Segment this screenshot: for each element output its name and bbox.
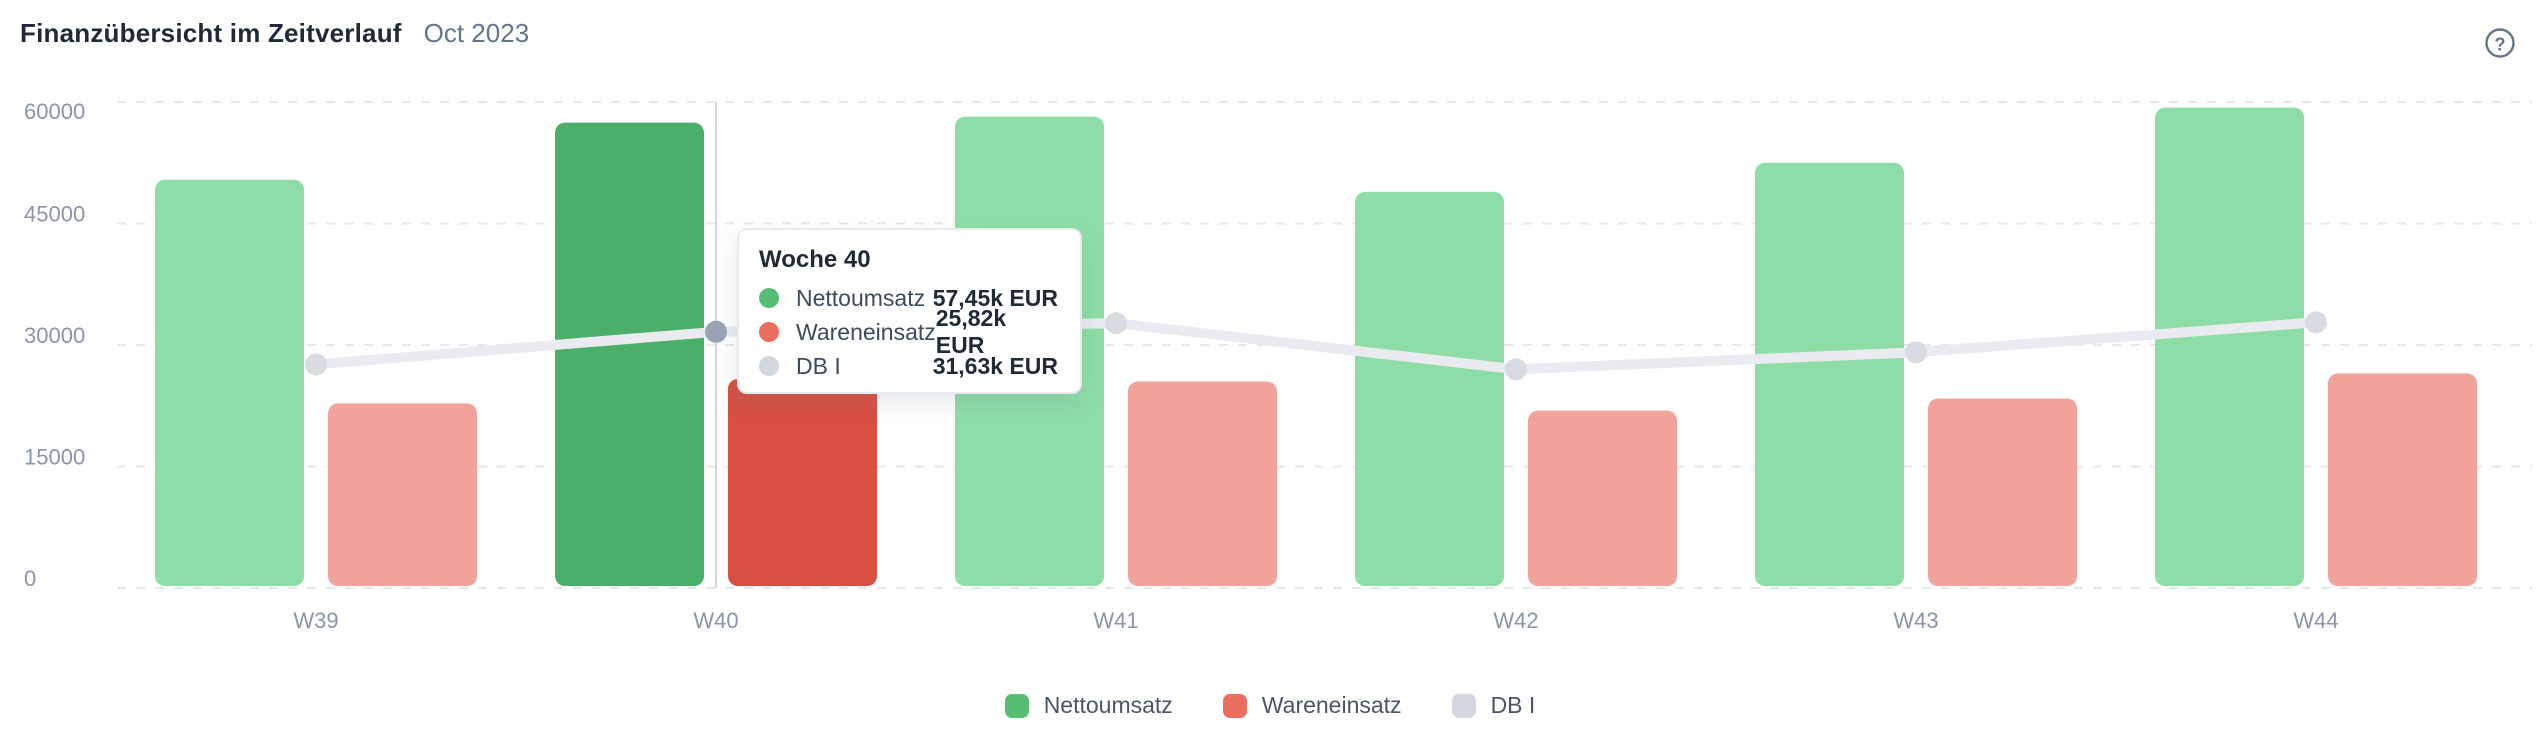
tooltip-row: Nettoumsatz 57,45k EUR [759, 281, 1058, 315]
bar-wareneinsatz-w42[interactable] [1528, 410, 1677, 586]
dbi-point-w42[interactable] [1505, 358, 1527, 381]
legend-swatch-icon [1222, 693, 1247, 718]
legend-label: DB I [1490, 692, 1536, 718]
dbi-point-w39[interactable] [305, 353, 327, 376]
x-tick-label: W43 [1893, 608, 1938, 633]
bar-wareneinsatz-w39[interactable] [328, 403, 477, 586]
y-tick-label: 60000 [24, 99, 85, 124]
dbi-point-w44[interactable] [2305, 311, 2327, 334]
tooltip-series-label: DB I [796, 352, 841, 379]
wareneinsatz-dot-icon [759, 322, 779, 342]
y-tick-label: 30000 [24, 323, 85, 348]
tooltip-series-value: 57,45k EUR [932, 284, 1058, 311]
chart-legend: Nettoumsatz Wareneinsatz DB I [0, 692, 2540, 719]
dbi-line [311, 317, 2321, 375]
tooltip-series-value: 31,63k EUR [932, 352, 1058, 379]
dbi-point-w40[interactable] [705, 320, 727, 343]
tooltip-series-value: 25,82k EUR [935, 305, 1007, 358]
bar-wareneinsatz-w41[interactable] [1128, 381, 1277, 586]
bar-wareneinsatz-w40[interactable] [728, 378, 877, 586]
bar-wareneinsatz-w44[interactable] [2328, 373, 2477, 586]
legend-swatch-icon [1451, 693, 1476, 718]
tooltip-series-label: Nettoumsatz [796, 284, 926, 311]
legend-item-db-i[interactable]: DB I [1451, 692, 1536, 719]
tooltip-series-label: Wareneinsatz [796, 318, 936, 345]
chart-tooltip: Woche 40 Nettoumsatz 57,45k EUR Warenein… [737, 228, 1082, 394]
help-button[interactable]: ? [2482, 25, 2518, 61]
finance-chart[interactable]: 0 15000 30000 45000 60000 W39 W40 W41 W42 W43 W44 [0, 0, 2540, 660]
legend-label: Wareneinsatz [1261, 692, 1402, 718]
bar-nettoumsatz-w40[interactable] [555, 122, 704, 586]
period-label: Oct 2023 [423, 18, 530, 48]
x-tick-label: W40 [693, 608, 738, 633]
bar-nettoumsatz-w39[interactable] [155, 179, 304, 586]
dbi-point-w41[interactable] [1105, 312, 1127, 335]
y-tick-label: 0 [24, 566, 36, 591]
dbi-dot-icon [759, 356, 779, 376]
legend-swatch-icon [1004, 693, 1029, 718]
nettoumsatz-dot-icon [759, 288, 779, 308]
bar-wareneinsatz-w43[interactable] [1928, 398, 2077, 586]
legend-label: Nettoumsatz [1043, 692, 1173, 718]
y-tick-label: 45000 [24, 201, 85, 226]
tooltip-row: DB I 31,63k EUR [759, 349, 1058, 383]
x-tick-label: W42 [1493, 608, 1538, 633]
tooltip-week-title: Woche 40 [759, 246, 871, 273]
x-tick-label: W44 [2293, 608, 2338, 633]
bar-nettoumsatz-w42[interactable] [1355, 191, 1504, 586]
x-tick-label: W39 [293, 608, 338, 633]
y-tick-label: 15000 [24, 444, 85, 469]
tooltip-row: Wareneinsatz 25,82k EUR [759, 305, 1058, 358]
legend-item-wareneinsatz[interactable]: Wareneinsatz [1222, 692, 1402, 719]
bar-nettoumsatz-w44[interactable] [2155, 107, 2304, 587]
dbi-point-w43[interactable] [1905, 341, 1927, 364]
chart-header: Finanzübersicht im Zeitverlauf Oct 2023 [20, 16, 529, 50]
x-tick-label: W41 [1093, 608, 1138, 633]
svg-text:?: ? [2495, 35, 2506, 55]
legend-item-nettoumsatz[interactable]: Nettoumsatz [1004, 692, 1173, 719]
question-mark-icon: ? [2485, 28, 2515, 58]
bar-nettoumsatz-w43[interactable] [1755, 162, 1904, 586]
page-title: Finanzübersicht im Zeitverlauf [20, 18, 402, 48]
